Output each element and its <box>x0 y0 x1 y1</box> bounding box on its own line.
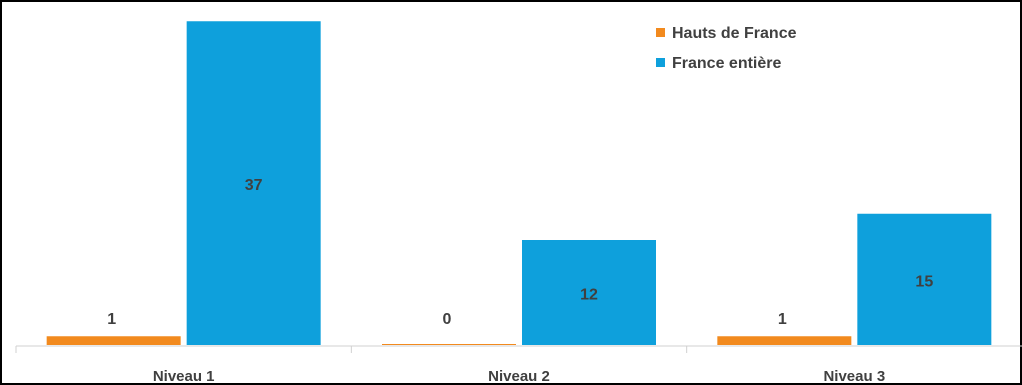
bar-hauts-de-france-niveau-3 <box>717 336 852 345</box>
x-axis-ticks <box>15 346 688 353</box>
legend-label-france-enti-re: France entière <box>672 55 781 72</box>
x-tick-label-niveau-2: Niveau 2 <box>488 368 550 385</box>
bar-france-enti-re-niveau-2 <box>522 240 656 345</box>
data-label-france-enti-re-niveau-3: 15 <box>915 273 933 290</box>
data-labels-layer: 1 37 0 12 1 15 <box>107 177 933 328</box>
legend-swatch-hauts-de-france <box>656 28 665 37</box>
data-label-france-enti-re-niveau-1: 37 <box>245 177 263 194</box>
x-tick-label-niveau-1: Niveau 1 <box>153 368 215 385</box>
data-label-hauts-de-france-niveau-1: 1 <box>107 311 116 328</box>
legend: Hauts de France France entière <box>656 25 797 72</box>
bar-france-enti-re-niveau-1 <box>186 21 321 345</box>
x-axis-category-labels: Niveau 1 Niveau 2 Niveau 3 <box>153 368 885 385</box>
data-label-hauts-de-france-niveau-3: 1 <box>778 311 787 328</box>
bars-layer <box>46 21 992 345</box>
data-label-hauts-de-france-niveau-2: 0 <box>443 311 452 328</box>
legend-label-hauts-de-france: Hauts de France <box>672 25 797 42</box>
legend-swatch-france-enti-re <box>656 58 665 67</box>
data-label-france-enti-re-niveau-2: 12 <box>580 287 598 304</box>
x-tick-label-niveau-3: Niveau 3 <box>823 368 885 385</box>
bar-france-enti-re-niveau-3 <box>857 213 992 345</box>
bar-hauts-de-france-niveau-1 <box>46 336 181 345</box>
bar-hauts-de-france-niveau-2 <box>382 344 516 345</box>
